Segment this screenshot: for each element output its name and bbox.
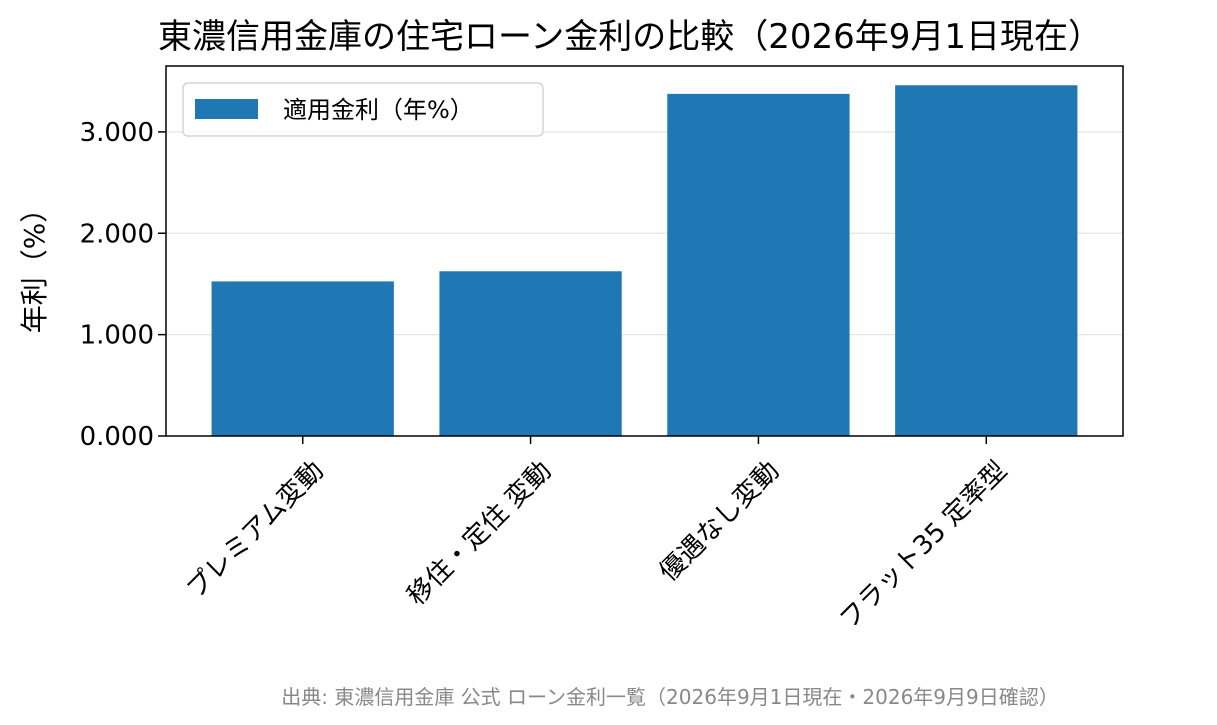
chart-title: 東濃信用金庫の住宅ローン金利の比較（2026年9月1日現在） xyxy=(158,17,1102,57)
legend-swatch xyxy=(195,99,258,119)
legend-label: 適用金利（年%） xyxy=(283,96,474,124)
bar xyxy=(439,271,622,436)
bar xyxy=(895,85,1078,436)
bars xyxy=(211,85,1078,436)
x-axis: プレミアム変動 移住・定住 変動 優遇なし変動 フラット35 定率型 xyxy=(181,436,1013,635)
source-note: 出典: 東濃信用金庫 公式 ローン金利一覧（2026年9月1日現在・2026年9… xyxy=(281,685,1059,709)
y-tick-label: 3.000 xyxy=(80,118,154,148)
y-tick-label: 0.000 xyxy=(80,422,154,452)
bar xyxy=(211,281,394,436)
bar xyxy=(667,93,850,436)
plot-frame xyxy=(165,65,1124,437)
y-tick-label: 1.000 xyxy=(80,321,154,351)
x-tick-label: フラット35 定率型 xyxy=(834,456,1013,635)
legend: 適用金利（年%） xyxy=(182,82,544,137)
y-tick-label: 2.000 xyxy=(80,219,154,249)
legend-box xyxy=(182,82,544,137)
x-tick-label: プレミアム変動 xyxy=(181,456,330,605)
y-axis-label: 年利（%） xyxy=(18,195,51,334)
x-tick-label: 移住・定住 変動 xyxy=(402,456,558,612)
x-tick-label: 優遇なし変動 xyxy=(654,456,786,588)
y-axis: 0.000 1.000 2.000 3.000 xyxy=(80,118,166,452)
